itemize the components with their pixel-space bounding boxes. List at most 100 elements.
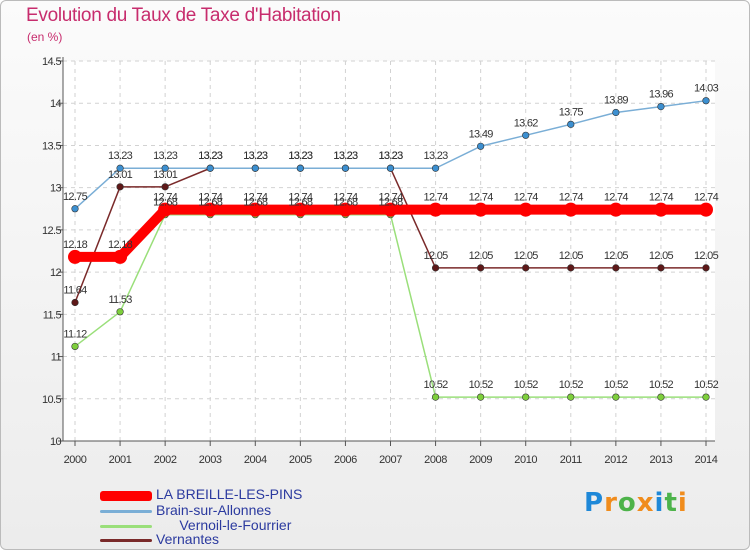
data-point [702, 97, 710, 105]
data-label: 13.23 [108, 150, 133, 162]
data-label: 12.74 [604, 192, 629, 204]
legend-swatch-0 [100, 491, 152, 501]
data-point [657, 393, 665, 401]
y-tick-label: 13 [50, 183, 62, 195]
data-label: 13.49 [469, 128, 494, 140]
logo-letter: t [664, 488, 678, 518]
data-label: 12.74 [288, 192, 313, 204]
data-point [473, 202, 488, 217]
logo-letter: r [604, 488, 618, 518]
legend-swatch-3 [100, 539, 152, 542]
proxiti-logo: Proxiti [584, 488, 688, 518]
x-tick-label: 2012 [604, 454, 627, 466]
legend-swatch-2 [100, 525, 152, 528]
data-point [431, 393, 440, 401]
data-point [338, 202, 353, 217]
data-point [116, 164, 124, 172]
x-tick-label: 2001 [109, 454, 132, 466]
x-tick-label: 2010 [514, 454, 537, 466]
data-label: 13.23 [243, 150, 268, 162]
x-tick-label: 2004 [244, 454, 267, 466]
data-point [563, 202, 578, 217]
data-labels: 12.18 12.18 12.74 12.74 12.74 12.74 12.74 12.74… [63, 83, 719, 391]
data-point [248, 202, 263, 217]
data-label: 13.89 [604, 95, 629, 107]
data-point [477, 142, 485, 150]
y-tick-label: 10.5 [42, 394, 61, 406]
data-label: 12.74 [333, 192, 358, 204]
data-label: 10.52 [469, 379, 494, 391]
legend-label-0: LA BREILLE-LES-PINS [156, 486, 303, 502]
data-label: 13.23 [198, 150, 223, 162]
data-label: 12.05 [424, 250, 449, 262]
data-point [158, 202, 173, 217]
data-label: 12.05 [649, 250, 674, 262]
data-point [612, 108, 620, 117]
data-point [699, 202, 713, 217]
data-label: 10.52 [694, 379, 719, 391]
data-point [71, 298, 79, 307]
data-label: 13.23 [333, 150, 358, 162]
data-label: 12.18 [63, 239, 88, 251]
y-tick-label: 12 [50, 267, 62, 279]
y-tick-label: 10 [50, 436, 62, 448]
data-label: 13.23 [424, 150, 449, 162]
data-point [657, 102, 665, 111]
data-point [431, 164, 440, 172]
data-point [612, 264, 620, 272]
data-point [522, 393, 530, 401]
data-label: 13.01 [108, 169, 133, 181]
data-point [477, 393, 485, 401]
axes: 10 10.5 11 11.5 12 12.5 13 13.5 14 14.5 2000 2001 20… [42, 56, 718, 466]
x-tick-label: 2000 [64, 454, 87, 466]
data-point [116, 308, 124, 316]
y-tick-label: 14.5 [42, 56, 61, 68]
data-point [386, 164, 395, 172]
data-label: 12.74 [514, 192, 539, 204]
data-label: 13.75 [559, 106, 584, 118]
data-label: 12.74 [424, 192, 449, 204]
data-label: 13.23 [288, 150, 313, 162]
logo-letter: x [636, 488, 655, 518]
data-point [518, 202, 533, 217]
x-tick-label: 2007 [379, 454, 402, 466]
data-label: 12.75 [63, 191, 88, 203]
data-label: 12.74 [153, 192, 178, 204]
data-label: 12.74 [243, 192, 268, 204]
legend-label-2: Vernoil-le-Fourrier [156, 517, 292, 533]
data-point [116, 183, 124, 191]
data-point [612, 393, 620, 401]
data-label: 12.68 [153, 197, 178, 209]
data-label: 12.68 [243, 197, 268, 209]
data-point [567, 393, 575, 401]
data-label: 12.05 [694, 250, 719, 262]
data-label: 10.52 [649, 379, 674, 391]
data-label: 13.23 [288, 150, 313, 162]
data-point [113, 249, 128, 264]
chart-subtitle: (en %) [27, 30, 63, 44]
y-tick-label: 11 [51, 352, 62, 364]
data-label: 12.74 [469, 192, 494, 204]
legend-label-3: Vernantes [156, 531, 220, 547]
data-point [161, 164, 169, 172]
legend-swatch-1 [100, 510, 152, 513]
data-point [251, 164, 259, 172]
data-point [161, 183, 169, 191]
data-point [477, 264, 485, 272]
data-point [68, 249, 82, 264]
data-point [206, 164, 214, 172]
data-label: 10.52 [604, 379, 629, 391]
data-label: 11.53 [108, 294, 132, 306]
data-point [522, 264, 530, 272]
chart-title: Evolution du Taux de Taxe d'Habitation [26, 5, 341, 26]
logo-letter: i [654, 488, 665, 518]
data-label: 12.68 [378, 197, 403, 209]
data-label: 13.62 [514, 117, 539, 129]
data-label: 11.64 [63, 285, 87, 297]
x-tick-label: 2013 [649, 454, 672, 466]
x-tick-label: 2014 [695, 454, 718, 466]
data-label: 12.74 [649, 192, 674, 204]
data-label: 13.23 [153, 150, 178, 162]
series-lines [68, 97, 713, 401]
data-label: 13.23 [198, 150, 223, 162]
